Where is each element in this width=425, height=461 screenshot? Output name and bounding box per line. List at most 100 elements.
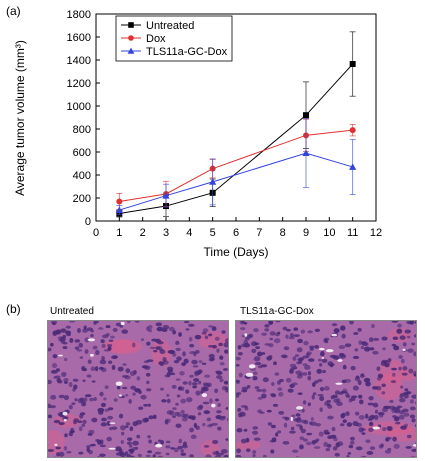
cell-nucleus xyxy=(182,381,188,385)
cell-nucleus xyxy=(118,413,124,419)
cell-nucleus xyxy=(357,327,362,332)
y-tick-label: 600 xyxy=(73,147,91,159)
cell-nucleus xyxy=(354,376,361,382)
cell-nucleus xyxy=(368,396,374,401)
cell-nucleus xyxy=(382,347,386,351)
cell-nucleus xyxy=(406,335,411,339)
cell-nucleus xyxy=(129,370,136,377)
cell-nucleus xyxy=(172,330,177,335)
cell-nucleus xyxy=(180,449,184,453)
cell-nucleus xyxy=(358,414,365,420)
cell-nucleus xyxy=(237,352,243,356)
cell-nucleus xyxy=(126,437,133,441)
cell-nucleus xyxy=(170,447,176,450)
cell-nucleus xyxy=(50,342,54,347)
cell-nucleus xyxy=(237,345,242,350)
cell-nucleus xyxy=(194,334,202,340)
cell-nucleus xyxy=(261,393,267,399)
cell-nucleus xyxy=(246,384,251,389)
cell-nucleus xyxy=(360,373,365,376)
cell-nucleus xyxy=(266,409,272,413)
cell-nucleus xyxy=(411,448,416,452)
cell-nucleus xyxy=(208,333,213,337)
cell-nucleus xyxy=(274,372,280,376)
cell-nucleus xyxy=(68,404,73,410)
cell-nucleus xyxy=(221,330,226,334)
lumen-space xyxy=(296,406,303,410)
cell-nucleus xyxy=(203,383,211,388)
data-point-circle xyxy=(349,127,356,134)
cell-nucleus xyxy=(367,402,374,406)
cell-nucleus xyxy=(136,434,141,439)
cell-nucleus xyxy=(324,386,330,391)
cell-nucleus xyxy=(214,388,219,394)
cell-nucleus xyxy=(168,326,175,332)
cell-nucleus xyxy=(285,377,292,383)
cell-nucleus xyxy=(329,434,337,439)
cell-nucleus xyxy=(147,435,151,439)
cell-nucleus xyxy=(204,335,209,340)
cell-nucleus xyxy=(48,347,52,352)
cell-nucleus xyxy=(208,353,215,359)
cell-nucleus xyxy=(334,452,340,457)
cell-nucleus xyxy=(189,454,194,457)
treated-caption: TLS11a-GC-Dox xyxy=(240,306,314,317)
cell-nucleus xyxy=(312,392,317,396)
cell-nucleus xyxy=(358,394,363,399)
cell-nucleus xyxy=(177,386,183,391)
cell-nucleus xyxy=(404,423,408,428)
cell-nucleus xyxy=(336,456,338,457)
cell-nucleus xyxy=(344,378,352,383)
cell-nucleus xyxy=(155,322,163,327)
cell-nucleus xyxy=(363,377,371,383)
cell-nucleus xyxy=(254,386,260,390)
series-tls11a-gc-dox xyxy=(115,118,357,216)
cell-nucleus xyxy=(167,369,173,373)
cell-nucleus xyxy=(91,380,96,383)
cell-nucleus xyxy=(286,328,291,332)
cell-nucleus xyxy=(245,437,250,443)
cell-nucleus xyxy=(396,328,403,335)
cell-nucleus xyxy=(120,440,124,445)
cell-nucleus xyxy=(176,394,181,398)
cell-nucleus xyxy=(334,390,341,395)
stroma-patch xyxy=(103,339,137,354)
cell-nucleus xyxy=(173,359,180,364)
cell-nucleus xyxy=(121,386,128,390)
cell-nucleus xyxy=(198,380,202,385)
cell-nucleus xyxy=(252,426,259,430)
cell-nucleus xyxy=(257,365,263,369)
cell-nucleus xyxy=(291,382,298,386)
cell-nucleus xyxy=(287,388,294,393)
cell-nucleus xyxy=(378,444,384,449)
cell-nucleus xyxy=(71,402,76,405)
cell-nucleus xyxy=(214,336,220,341)
cell-nucleus xyxy=(262,377,269,383)
cell-nucleus xyxy=(48,414,53,419)
cell-nucleus xyxy=(275,432,279,437)
cell-nucleus xyxy=(289,430,296,434)
cell-nucleus xyxy=(121,375,129,378)
x-tick-label: 9 xyxy=(303,227,309,239)
cell-nucleus xyxy=(402,366,408,371)
cell-nucleus xyxy=(217,402,221,408)
cell-nucleus xyxy=(137,453,142,457)
cell-nucleus xyxy=(299,425,303,431)
cell-nucleus xyxy=(111,364,116,371)
cell-nucleus xyxy=(393,408,401,414)
cell-nucleus xyxy=(193,422,198,428)
lumen-space xyxy=(62,411,68,416)
cell-nucleus xyxy=(65,330,72,335)
cell-nucleus xyxy=(84,394,92,398)
cell-nucleus xyxy=(352,355,360,359)
cell-nucleus xyxy=(403,393,409,399)
cell-nucleus xyxy=(120,425,126,431)
cell-nucleus xyxy=(115,446,122,452)
cell-nucleus xyxy=(73,419,77,425)
cell-nucleus xyxy=(164,419,169,425)
cell-nucleus xyxy=(188,415,194,420)
cell-nucleus xyxy=(209,398,213,404)
cell-nucleus xyxy=(280,354,287,358)
cell-nucleus xyxy=(48,448,55,452)
cell-nucleus xyxy=(101,417,107,422)
